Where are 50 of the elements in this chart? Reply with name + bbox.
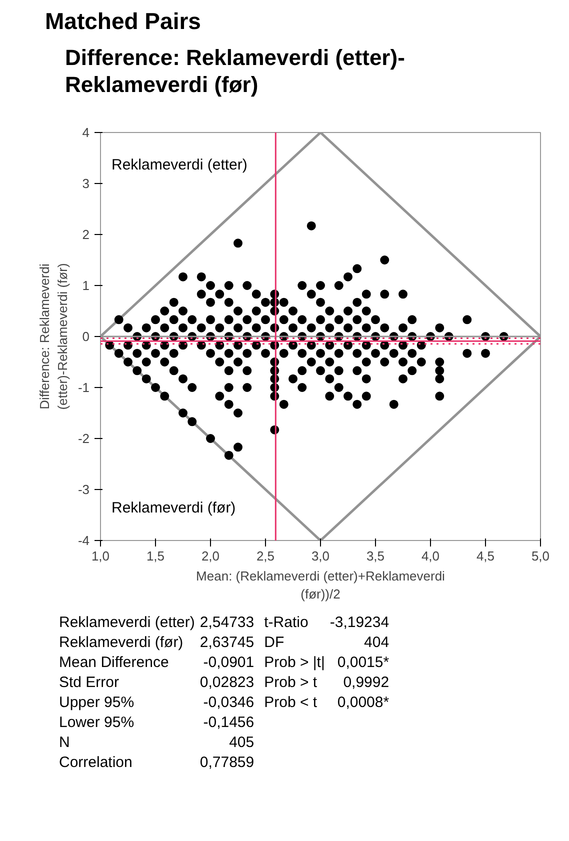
series-label: Reklameverdi (etter) [112, 156, 248, 174]
text: 0,02823 [198, 673, 256, 693]
y-axis-title: Difference: Reklameverdi (etter)-Reklameverdi (før) [36, 263, 70, 410]
text: Prob < t [263, 693, 318, 713]
y-tick-label: -1 [78, 380, 90, 395]
text: Lower 95% [58, 713, 136, 733]
x-tick-label: 3,0 [311, 548, 330, 564]
text: Upper 95% [58, 693, 136, 713]
y-tick-label: 2 [82, 227, 90, 242]
x-axis-title: Mean: (Reklameverdi (etter)+Reklameverdi (før))/2 [196, 568, 446, 602]
y-tick-label: 4 [82, 125, 90, 140]
y-tick-label: 0 [82, 329, 90, 344]
x-tick-label: 3,5 [366, 548, 385, 564]
text: 0,9992 [342, 673, 390, 693]
y-tick-label: 1 [82, 278, 90, 293]
text: -0,1456 [202, 713, 256, 733]
x-tick-label: 2,0 [201, 548, 220, 564]
text: Mean Difference [58, 653, 170, 673]
series-label: Reklameverdi (før) [112, 499, 236, 516]
text: Correlation [58, 753, 134, 773]
x-tick-label: 1,5 [146, 548, 165, 564]
chart-title: Matched Pairs [45, 7, 202, 36]
text: -3,19234 [328, 613, 390, 633]
text: 2,63745 [198, 633, 256, 653]
text: Prob > |t| [263, 653, 326, 673]
text: N [58, 733, 71, 753]
y-tick-label: -4 [78, 533, 90, 548]
text: Reklameverdi (før) [58, 633, 184, 653]
x-tick-label: 4,0 [421, 548, 440, 564]
x-tick-label: 5,0 [531, 548, 550, 564]
y-tick-label: -3 [78, 482, 90, 497]
x-tick-label: 1,0 [91, 548, 110, 564]
text: DF [263, 633, 286, 653]
text: Reklameverdi (etter) [58, 613, 196, 633]
text: 405 [228, 733, 256, 753]
y-tick-label: -2 [78, 431, 90, 446]
x-tick-label: 2,5 [256, 548, 275, 564]
y-tick-label: 3 [82, 176, 90, 191]
x-tick-label: 4,5 [476, 548, 495, 564]
text: 2,54733 [198, 613, 256, 633]
text: -0,0346 [202, 693, 256, 713]
chart-subtitle: Difference: Reklameverdi (etter)-Reklameverdi (før) [65, 44, 406, 98]
text: -0,0901 [202, 653, 256, 673]
text: Prob > t [263, 673, 318, 693]
text: 404 [363, 633, 390, 653]
text: 0,0015* [336, 653, 390, 673]
text: Std Error [58, 673, 120, 693]
text: 0,0008* [336, 693, 390, 713]
text: t-Ratio [263, 613, 310, 633]
text: 0,77859 [198, 753, 256, 773]
